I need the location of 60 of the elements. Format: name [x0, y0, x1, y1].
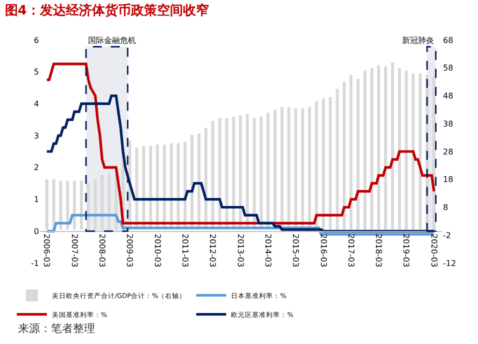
bar — [418, 73, 422, 230]
y2-tick-label: 48 — [443, 92, 454, 101]
x-tick-label: 2009-03 — [125, 234, 134, 268]
y2-tick-label: 58 — [443, 64, 454, 73]
y-tick-label: 6 — [34, 36, 39, 45]
x-tick-label: 2012-03 — [208, 234, 218, 268]
bar — [391, 62, 394, 230]
x-tick-label: 2007-03 — [70, 234, 79, 268]
bar — [377, 65, 380, 230]
x-tick-label: 2018-03 — [374, 234, 384, 268]
x-tick-label: 2016-03 — [318, 234, 328, 268]
band-label: 国际金融危机 — [88, 36, 136, 45]
bar — [370, 68, 374, 230]
bar — [349, 74, 353, 230]
bar — [328, 97, 332, 230]
bar — [52, 179, 56, 230]
bar — [342, 82, 346, 230]
bar — [66, 180, 70, 230]
bar — [363, 70, 366, 230]
x-tick-label: 2013-03 — [236, 234, 245, 268]
y2-tick-label: 28 — [443, 147, 454, 156]
x-tick-label: 2015-03 — [291, 234, 300, 268]
y2-tick-label: 18 — [443, 175, 454, 184]
bar — [45, 179, 48, 230]
y-tick-label: 4 — [34, 100, 39, 109]
bar — [398, 68, 401, 230]
y2-tick-label: -12 — [443, 258, 456, 268]
y2-tick-label: 38 — [443, 119, 454, 128]
x-tick-label: 2010-03 — [152, 234, 162, 268]
x-tick-label: 2017-03 — [346, 234, 356, 268]
bar — [336, 88, 339, 230]
x-tick-label: 2008-03 — [98, 234, 107, 268]
band-label: 新冠肺炎 — [402, 36, 434, 45]
bar — [384, 66, 388, 230]
bar — [80, 180, 83, 230]
bar — [404, 70, 408, 230]
bar — [59, 180, 62, 230]
bar — [412, 73, 415, 230]
y-tick-label: 1 — [34, 195, 39, 204]
y-tick-label: 2 — [34, 163, 39, 172]
y-tick-label: -1 — [31, 258, 39, 268]
y2-tick-label: 8 — [443, 203, 448, 212]
y-tick-label: 5 — [34, 68, 39, 77]
x-tick-label: 2011-03 — [180, 234, 190, 268]
y2-tick-label: -2 — [443, 230, 451, 240]
y2-tick-label: 68 — [443, 36, 454, 45]
x-tick-label: 2006-03 — [42, 234, 52, 268]
line-series — [46, 214, 436, 236]
line-series — [46, 62, 436, 224]
bar — [356, 79, 360, 230]
bar — [86, 184, 90, 230]
x-tick-label: 2014-03 — [263, 234, 272, 268]
x-tick-label: 2020-03 — [429, 234, 438, 268]
source-note: 来源：笔者整理 — [18, 322, 95, 335]
bar — [322, 98, 325, 230]
y-tick-label: 3 — [34, 131, 39, 140]
chart-title: 图4：发达经济体货币政策空间收窄 — [4, 2, 209, 18]
x-tick-label: 2019-03 — [402, 234, 411, 268]
bar — [72, 180, 76, 230]
y-tick-label: 0 — [34, 226, 39, 236]
